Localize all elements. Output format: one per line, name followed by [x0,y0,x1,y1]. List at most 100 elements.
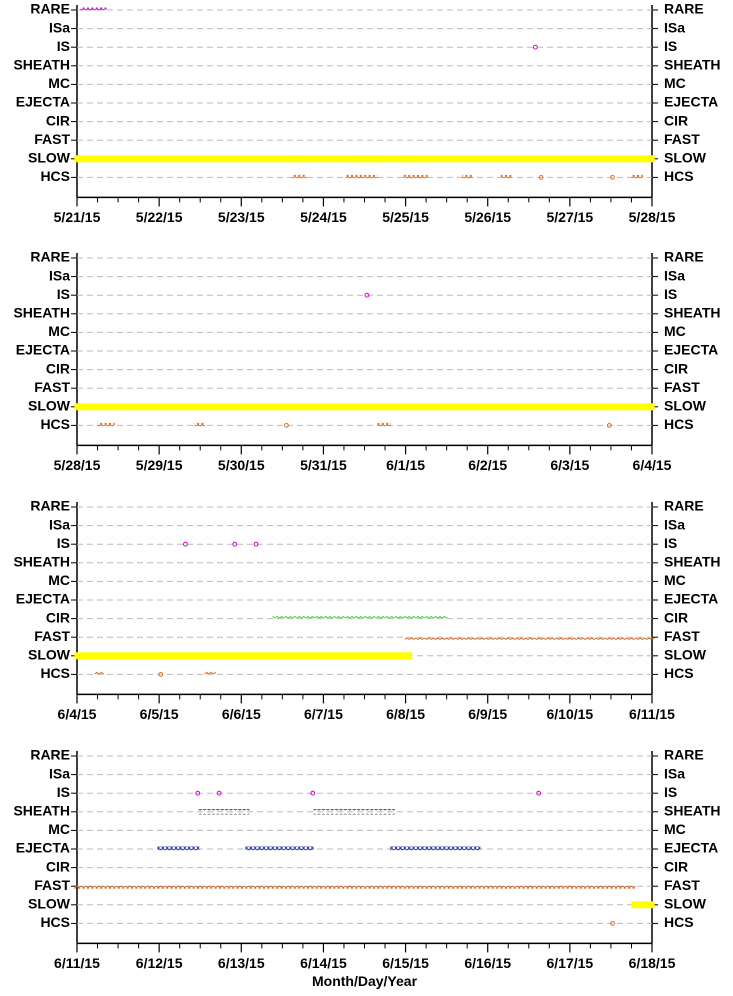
data-run [631,901,655,909]
y-tick-label: SLOW [28,647,71,663]
x-tick-label: 6/6/15 [222,706,261,722]
y-tick-label-right: ISa [664,19,685,35]
y-tick-label-right: HCS [664,665,694,681]
x-tick-label: 5/29/15 [136,457,183,473]
y-tick-label-right: EJECTA [664,591,718,607]
x-axis-label: Month/Day/Year [312,973,418,989]
y-tick-label: MC [48,821,70,837]
y-tick-label: CIR [46,112,70,128]
y-tick-label-right: HCS [664,168,694,184]
data-run [462,174,473,180]
y-tick-label-right: MC [664,821,686,837]
data-run [157,846,200,852]
x-tick-label: 6/4/15 [58,706,97,722]
y-tick-label-right: SHEATH [664,803,721,819]
data-run [377,422,391,428]
y-tick-label: IS [57,784,70,800]
y-tick-label: SHEATH [13,803,70,819]
y-tick-label-right: MC [664,75,686,91]
y-tick-label-right: HCS [664,914,694,930]
data-run [389,846,481,852]
data-run [74,883,636,889]
data-point [253,541,259,547]
y-tick-label: FAST [34,628,70,644]
y-tick-label-right: CIR [664,360,688,376]
y-tick-label-right: IS [664,535,677,551]
y-tick-label-right: IS [664,784,677,800]
y-tick-label: FAST [34,131,70,147]
x-tick-label: 5/24/15 [300,209,347,225]
x-tick-label: 6/13/15 [218,955,265,971]
data-run [500,174,512,180]
x-tick-label: 5/26/15 [464,209,511,225]
y-tick-label: CIR [46,609,70,625]
y-tick-label: EJECTA [16,342,70,358]
x-tick-label: 6/18/15 [629,955,676,971]
data-point [158,672,164,677]
data-run [74,403,655,411]
x-tick-label: 6/14/15 [300,955,347,971]
data-run [345,174,378,180]
y-tick-label: ISa [49,765,70,781]
x-tick-label: 6/10/15 [546,706,593,722]
data-run [74,652,413,660]
y-tick-label-right: FAST [664,877,700,893]
x-tick-label: 6/11/15 [54,955,100,971]
data-run [204,671,216,677]
data-point [195,790,201,796]
y-tick-label: MC [48,323,70,339]
y-tick-label: RARE [30,498,70,514]
data-run [97,422,115,428]
y-tick-label: ISa [49,19,70,35]
data-point [284,423,289,428]
x-tick-label: 6/4/15 [633,457,672,473]
data-point [232,541,238,547]
y-tick-label-right: CIR [664,858,688,874]
x-tick-label: 6/16/15 [464,955,511,971]
data-point [216,790,222,796]
y-tick-label: IS [57,38,70,54]
y-tick-label: EJECTA [16,840,70,856]
data-run [404,634,655,640]
y-tick-label: MC [48,75,70,91]
y-tick-label-right: MC [664,572,686,588]
y-tick-label: RARE [30,1,70,17]
y-tick-label-right: SHEATH [664,57,721,73]
y-tick-label-right: FAST [664,628,700,644]
data-run [292,174,308,180]
x-tick-label: 5/31/15 [300,457,347,473]
y-tick-label: HCS [40,416,70,432]
y-tick-label-right: SHEATH [664,554,721,570]
x-tick-label: 5/21/15 [54,209,101,225]
y-tick-label-right: SLOW [664,150,707,166]
data-run [194,422,206,428]
x-tick-label: 5/23/15 [218,209,265,225]
y-tick-label-right: IS [664,286,677,302]
y-tick-label-right: SLOW [664,896,707,912]
x-tick-label: 6/11/15 [629,706,675,722]
x-tick-label: 5/22/15 [136,209,183,225]
data-run [631,174,643,180]
data-run [80,7,107,13]
data-point [536,790,542,796]
y-tick-label: CIR [46,360,70,376]
y-tick-label-right: ISa [664,267,685,283]
x-tick-label: 5/28/15 [54,457,101,473]
x-tick-label: 5/30/15 [218,457,265,473]
y-tick-label: HCS [40,665,70,681]
x-tick-label: 6/12/15 [136,955,183,971]
x-tick-label: 6/17/15 [546,955,593,971]
data-point [610,175,615,180]
y-tick-label-right: SLOW [664,398,707,414]
y-tick-label-right: RARE [664,747,704,763]
data-point [364,292,370,298]
y-tick-label-right: SHEATH [664,305,721,321]
y-tick-label-right: ISa [664,765,685,781]
data-run [245,846,314,852]
y-tick-label: FAST [34,877,70,893]
x-tick-label: 6/5/15 [140,706,179,722]
y-tick-label-right: RARE [664,249,704,265]
data-run [272,616,448,622]
y-tick-label: ISa [49,516,70,532]
data-point [538,175,544,180]
